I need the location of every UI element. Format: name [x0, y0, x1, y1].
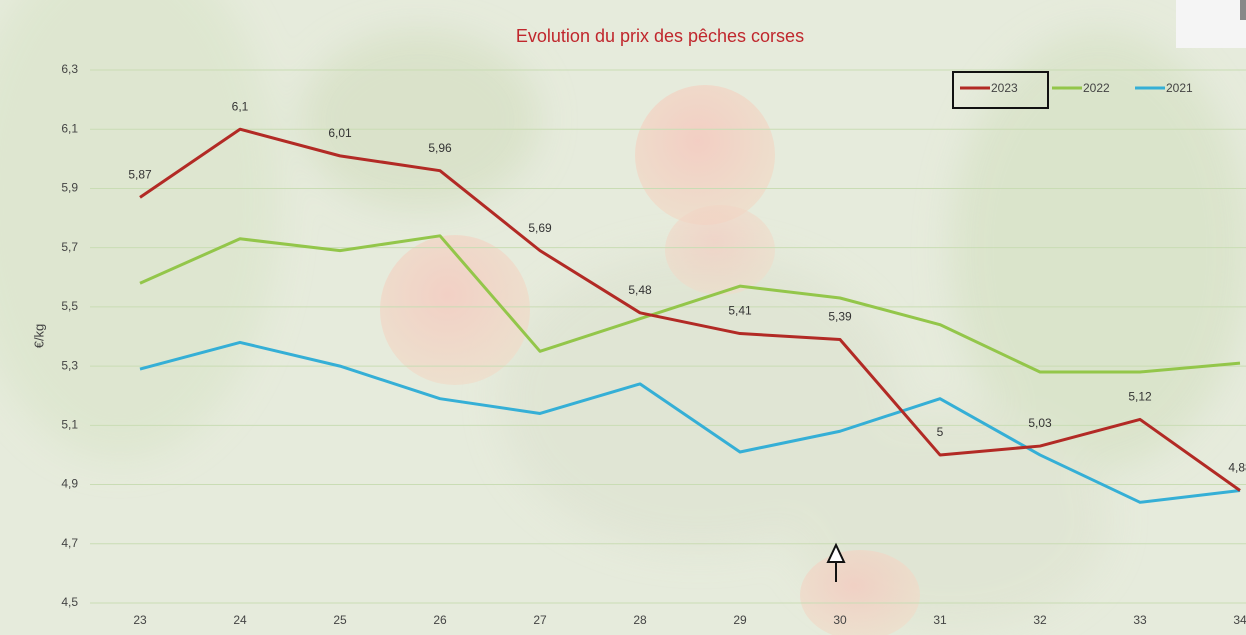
data-label: 5,69 — [528, 221, 552, 235]
legend-label: 2023 — [991, 81, 1018, 95]
data-label: 5,87 — [128, 167, 152, 181]
data-label: 5,96 — [428, 141, 452, 155]
chart-title: Evolution du prix des pêches corses — [516, 26, 804, 46]
background-photo — [0, 0, 1246, 635]
data-label: 5,41 — [728, 304, 752, 318]
data-label: 5 — [937, 425, 944, 439]
y-tick-label: 6,1 — [61, 121, 78, 135]
data-label: 6,01 — [328, 126, 352, 140]
y-tick-label: 6,3 — [61, 62, 78, 76]
data-label: 5,12 — [1128, 390, 1152, 404]
legend-label: 2021 — [1166, 81, 1193, 95]
y-tick-label: 5,7 — [61, 240, 78, 254]
y-tick-label: 4,7 — [61, 536, 78, 550]
x-tick-label: 31 — [933, 613, 947, 627]
x-tick-label: 23 — [133, 613, 147, 627]
y-tick-label: 5,9 — [61, 181, 78, 195]
y-tick-label: 4,9 — [61, 477, 78, 491]
chart: Evolution du prix des pêches corses €/kg… — [0, 0, 1246, 635]
y-tick-label: 4,5 — [61, 595, 78, 609]
legend-label: 2022 — [1083, 81, 1110, 95]
page: {"chart_data": {"type": "line", "title":… — [0, 0, 1246, 635]
y-axis-label: €/kg — [31, 324, 46, 349]
x-tick-label: 34 — [1233, 613, 1246, 627]
x-tick-label: 33 — [1133, 613, 1147, 627]
x-tick-label: 26 — [433, 613, 447, 627]
x-tick-label: 32 — [1033, 613, 1047, 627]
y-tick-label: 5,3 — [61, 358, 78, 372]
x-tick-label: 25 — [333, 613, 347, 627]
data-label: 6,1 — [232, 99, 249, 113]
data-label: 5,03 — [1028, 416, 1052, 430]
x-tick-label: 28 — [633, 613, 647, 627]
data-label: 4,88 — [1228, 461, 1246, 475]
x-tick-label: 29 — [733, 613, 747, 627]
x-tick-label: 27 — [533, 613, 547, 627]
data-label: 5,48 — [628, 283, 652, 297]
y-tick-label: 5,5 — [61, 299, 78, 313]
y-tick-label: 5,1 — [61, 418, 78, 432]
x-tick-label: 24 — [233, 613, 247, 627]
x-tick-label: 30 — [833, 613, 847, 627]
data-label: 5,39 — [828, 310, 852, 324]
